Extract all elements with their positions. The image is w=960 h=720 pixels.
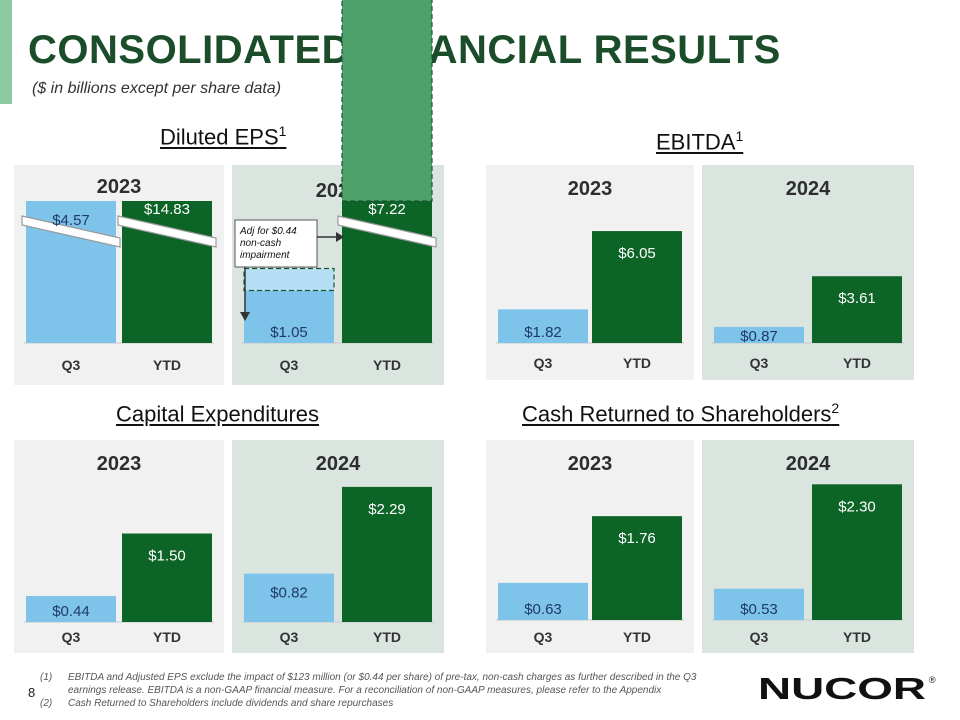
eps-svg: 2023$4.57Q3$14.83YTD2024$1.49$1.05Q3$7.6… bbox=[14, 0, 444, 385]
eps-2023-year-label: 2023 bbox=[97, 176, 142, 198]
eps-panel-title: Diluted EPS1 bbox=[160, 123, 286, 150]
capex-2023-year-label: 2023 bbox=[97, 453, 142, 475]
ebitda-2024-ytd-bar bbox=[812, 276, 902, 343]
cash-2024-ytd-bar bbox=[812, 484, 902, 620]
ebitda-2023-q3-bar bbox=[498, 309, 588, 343]
accent-strip bbox=[0, 0, 12, 104]
ebitda-title-footnote: 1 bbox=[735, 128, 744, 144]
impairment-callout-box bbox=[234, 219, 318, 268]
capex-2024-ytd-bar bbox=[342, 486, 432, 622]
capex-2024-q3-value-label: $0.82 bbox=[270, 585, 308, 602]
cash-2023-q3-bar bbox=[498, 582, 588, 620]
eps-2024-ytd-value-label: $7.22 bbox=[368, 201, 406, 218]
registered-mark: ® bbox=[929, 675, 936, 685]
cash-2023-ytd-bar bbox=[592, 516, 682, 620]
ebitda-2023-year-label: 2023 bbox=[568, 178, 613, 200]
cash-2023-q3-category-label: Q3 bbox=[534, 629, 553, 645]
capex-2023-q3-category-label: Q3 bbox=[62, 629, 81, 645]
eps-chart: 2023$4.57Q3$14.83YTD2024$1.49$1.05Q3$7.6… bbox=[14, 0, 444, 385]
ebitda-panel-title: EBITDA1 bbox=[656, 128, 743, 155]
cash-2024-q3-bar bbox=[714, 588, 804, 620]
cash-2024-ytd-category-label: YTD bbox=[843, 629, 871, 645]
capex-2023-q3-bar bbox=[26, 596, 116, 622]
page-number: 8 bbox=[28, 685, 36, 700]
eps-title-text: Diluted EPS bbox=[160, 124, 279, 150]
ebitda-2024-q3-category-label: Q3 bbox=[750, 355, 769, 371]
impairment-callout-line-3: impairment bbox=[240, 250, 291, 261]
capex-2024-ytd-category-label: YTD bbox=[373, 629, 401, 645]
eps-2024-ytd-adjusted-bar bbox=[341, 0, 433, 202]
cash-panel-title: Cash Returned to Shareholders2 bbox=[522, 400, 839, 427]
cash-2024-q3-value-label: $0.53 bbox=[740, 601, 778, 618]
eps-2024-q3-adjusted-bar bbox=[243, 267, 335, 292]
cash-chart: 2023 $0.63 Q3 $1.76 YTD 2024 $0.53 Q3 $2.30 YTD bbox=[486, 440, 914, 653]
footnote-1-text: EBITDA and Adjusted EPS exclude the impa… bbox=[68, 672, 697, 696]
footnote-1-number: (1) bbox=[40, 672, 53, 683]
ebitda-2024-year-label: 2024 bbox=[786, 178, 831, 200]
capex-2023-ytd-category-label: YTD bbox=[153, 629, 181, 645]
page-subtitle: ($ in billions except per share data) bbox=[32, 80, 282, 97]
eps-2024-q3-value-label: $1.05 bbox=[270, 324, 308, 341]
ebitda-2023-ytd-value-label: $6.05 bbox=[618, 245, 656, 262]
ebitda-2023-q3-category-label: Q3 bbox=[534, 355, 553, 371]
impairment-callout-line-2: non-cash bbox=[240, 238, 282, 249]
capex-2023-q3-value-label: $0.44 bbox=[52, 603, 90, 620]
capex-svg: 2023 $0.44 Q3 $1.50 YTD 2024 $0.82 Q3 $2.29 YTD bbox=[14, 440, 444, 653]
ebitda-chart: 2023 $1.82 Q3 $6.05 YTD 2024 $0.87 Q3 $3.61 YTD bbox=[486, 165, 914, 380]
nucor-logo: NUCOR ® bbox=[758, 674, 936, 702]
capex-2024-year-label: 2024 bbox=[316, 453, 361, 475]
footnotes: (1) EBITDA and Adjusted EPS exclude the … bbox=[40, 671, 728, 710]
ebitda-2024-group-bg bbox=[702, 165, 914, 380]
callout-arrow-right-head bbox=[336, 232, 344, 242]
cash-title-footnote: 2 bbox=[831, 400, 840, 416]
eps-title-footnote: 1 bbox=[278, 123, 287, 139]
eps-2023-q3-value-label: $4.57 bbox=[52, 212, 90, 229]
eps-2024-ytd-category-label: YTD bbox=[373, 357, 401, 373]
capex-2023-ytd-value-label: $1.50 bbox=[148, 548, 186, 565]
cash-2023-ytd-value-label: $1.76 bbox=[618, 530, 656, 547]
footnote-2-number: (2) bbox=[40, 698, 53, 709]
footnote-1: (1) EBITDA and Adjusted EPS exclude the … bbox=[40, 671, 728, 697]
ebitda-2024-q3-bar bbox=[714, 326, 804, 343]
cash-2023-ytd-category-label: YTD bbox=[623, 629, 651, 645]
callout-arrow-down-head bbox=[240, 312, 250, 321]
capex-chart: 2023 $0.44 Q3 $1.50 YTD 2024 $0.82 Q3 $2.29 YTD bbox=[14, 440, 444, 653]
capex-2024-ytd-value-label: $2.29 bbox=[368, 501, 406, 518]
ebitda-2023-q3-value-label: $1.82 bbox=[524, 324, 562, 341]
cash-2024-year-label: 2024 bbox=[786, 453, 831, 475]
cash-svg: 2023 $0.63 Q3 $1.76 YTD 2024 $0.53 Q3 $2.30 YTD bbox=[486, 440, 914, 653]
capex-2023-ytd-bar bbox=[122, 533, 212, 622]
ebitda-2023-ytd-bar bbox=[592, 231, 682, 343]
eps-2023-q3-axis-break bbox=[21, 215, 121, 248]
capex-2024-q3-bar bbox=[244, 573, 334, 622]
eps-2024-ytd-axis-break bbox=[337, 215, 437, 248]
ebitda-2023-ytd-category-label: YTD bbox=[623, 355, 651, 371]
impairment-callout-line-1: Adj for $0.44 bbox=[239, 226, 297, 237]
eps-2023-ytd-value-label: $14.83 bbox=[144, 201, 190, 218]
ebitda-title-text: EBITDA bbox=[656, 129, 736, 155]
cash-2024-q3-category-label: Q3 bbox=[750, 629, 769, 645]
footnote-2: (2) Cash Returned to Shareholders includ… bbox=[40, 697, 728, 710]
ebitda-2024-ytd-value-label: $3.61 bbox=[838, 290, 876, 307]
cash-title-text: Cash Returned to Shareholders bbox=[522, 401, 832, 427]
footnote-2-text: Cash Returned to Shareholders include di… bbox=[68, 698, 394, 709]
ebitda-2024-ytd-category-label: YTD bbox=[843, 355, 871, 371]
ebitda-2024-q3-value-label: $0.87 bbox=[740, 328, 778, 345]
eps-2023-q3-category-label: Q3 bbox=[62, 357, 81, 373]
cash-2024-ytd-value-label: $2.30 bbox=[838, 498, 876, 515]
eps-2023-ytd-category-label: YTD bbox=[153, 357, 181, 373]
capex-title-text: Capital Expenditures bbox=[116, 401, 320, 427]
logo-text: NUCOR bbox=[758, 674, 926, 702]
cash-2023-year-label: 2023 bbox=[568, 453, 613, 475]
eps-2023-ytd-axis-break bbox=[117, 215, 217, 248]
eps-2024-q3-bar bbox=[244, 290, 334, 343]
capex-2024-q3-category-label: Q3 bbox=[280, 629, 299, 645]
capex-panel-title: Capital Expenditures bbox=[116, 400, 319, 427]
cash-2023-q3-value-label: $0.63 bbox=[524, 601, 562, 618]
eps-2024-q3-category-label: Q3 bbox=[280, 357, 299, 373]
ebitda-svg: 2023 $1.82 Q3 $6.05 YTD 2024 $0.87 Q3 $3.61 YTD bbox=[486, 165, 914, 380]
